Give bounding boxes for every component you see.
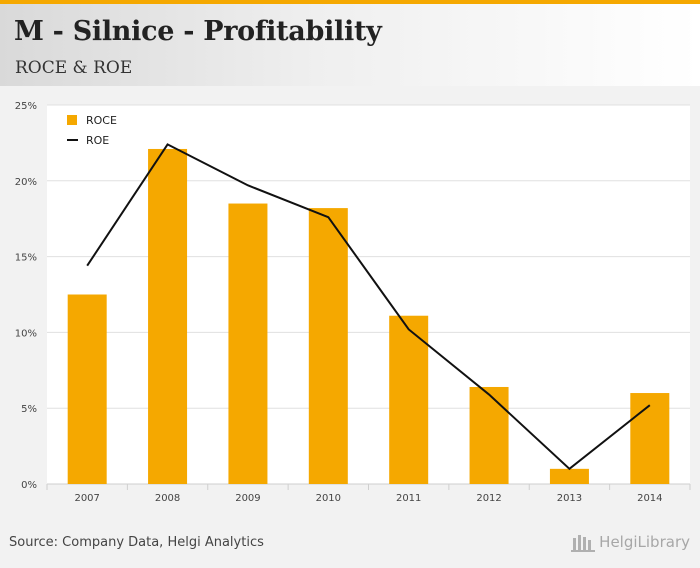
x-tick-label: 2012 [476, 493, 501, 504]
bar-roce [469, 386, 509, 484]
x-tick-label: 2009 [235, 493, 260, 504]
x-tick-label: 2010 [316, 493, 341, 504]
x-tick-label: 2014 [637, 493, 662, 504]
legend-label-roce: ROCE [86, 114, 117, 127]
y-tick-label: 25% [15, 101, 37, 112]
x-tick-label: 2013 [557, 493, 582, 504]
library-icon [571, 535, 596, 552]
y-tick-label: 15% [15, 253, 37, 264]
bar-roce [630, 393, 670, 484]
legend-label-roe: ROE [86, 134, 109, 147]
plot-background [47, 105, 690, 484]
y-tick-label: 5% [21, 404, 37, 415]
page-subtitle: ROCE & ROE [15, 58, 133, 78]
bar-roce [389, 315, 429, 484]
page-title: M - Silnice - Profitability [14, 16, 382, 47]
legend-swatch-roce [67, 115, 77, 125]
top-accent-bar [0, 0, 700, 4]
line-roe [86, 143, 651, 471]
y-tick-label: 20% [15, 177, 37, 188]
bar-roce [67, 294, 107, 484]
bar-roce [228, 203, 268, 484]
chart-header: M - Silnice - Profitability ROCE & ROE [0, 4, 700, 86]
bar-roce [308, 208, 348, 484]
x-tick-label: 2007 [74, 493, 99, 504]
brand-name: HelgiLibrary [599, 533, 690, 551]
brand-logo[interactable]: HelgiLibrary [571, 532, 690, 552]
y-tick-label: 10% [15, 328, 37, 339]
source-note: Source: Company Data, Helgi Analytics [9, 535, 264, 550]
y-tick-label: 0% [21, 480, 37, 491]
bar-roce [148, 148, 188, 485]
chart-area: 0% 5% 10% 15% 20% 25% 2007 2008 2009 2010 2011 2012… [0, 88, 700, 518]
x-tick-label: 2011 [396, 493, 421, 504]
x-tick-label: 2008 [155, 493, 180, 504]
chart-svg: 0% 5% 10% 15% 20% 25% 2007 2008 2009 2010 2011 2012… [15, 101, 691, 504]
bar-roce [549, 468, 589, 484]
